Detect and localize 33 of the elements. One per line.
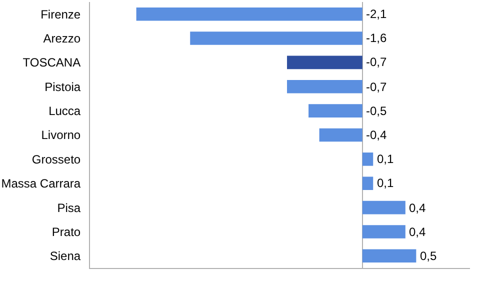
y-tick-label: Massa Carrara <box>1 176 81 191</box>
data-label: -0,7 <box>366 55 388 69</box>
bar <box>362 176 374 190</box>
data-label: 0,5 <box>420 249 438 263</box>
data-label: 0,4 <box>409 225 426 239</box>
bar <box>362 225 406 238</box>
y-tick-label: TOSCANA <box>22 56 81 70</box>
y-tick-label: Lucca <box>48 104 81 118</box>
bar <box>190 32 362 45</box>
bar <box>319 128 362 142</box>
y-tick-label: Livorno <box>41 128 81 142</box>
data-label: -0,5 <box>366 104 388 118</box>
data-label: 0,1 <box>377 152 394 166</box>
bar <box>362 200 406 214</box>
bar <box>287 80 362 94</box>
bar <box>136 7 362 21</box>
bar <box>362 152 374 166</box>
y-tick-label: Arezzo <box>43 31 81 46</box>
y-tick-label: Grosseto <box>32 152 81 166</box>
y-tick-label: Firenze <box>40 7 81 22</box>
y-tick-label: Siena <box>50 249 81 264</box>
data-label: 0,4 <box>409 201 426 215</box>
y-tick-label: Prato <box>52 224 81 239</box>
data-label: -1,6 <box>366 31 388 45</box>
y-tick-label: Pisa <box>57 200 81 215</box>
data-label: -2,1 <box>366 7 388 21</box>
data-label: -0,7 <box>366 80 388 94</box>
data-label: -0,4 <box>366 128 388 142</box>
y-tick-label: Pistoia <box>44 80 81 94</box>
bar <box>308 104 362 118</box>
data-label: 0,1 <box>377 176 394 190</box>
bar <box>287 56 362 70</box>
bar <box>362 249 416 263</box>
